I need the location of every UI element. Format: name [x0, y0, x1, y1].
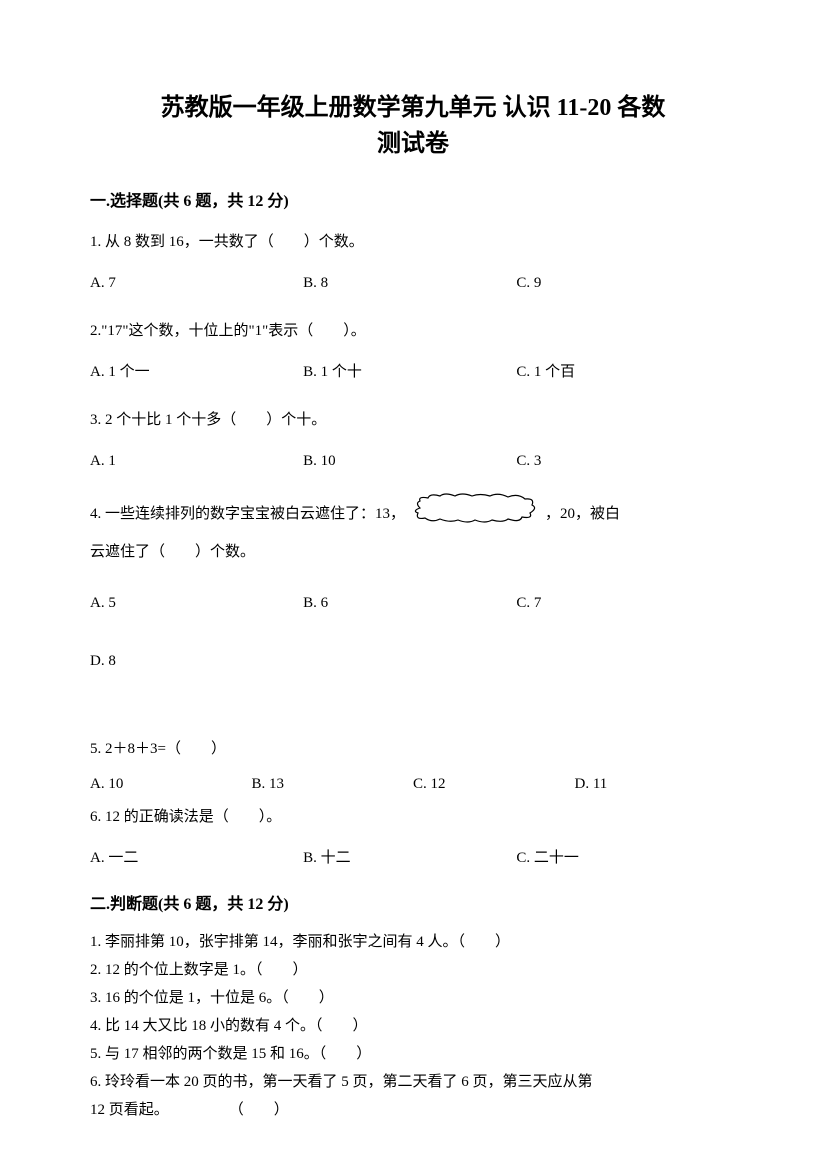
q4-text-before: 4. 一些连续排列的数字宝宝被白云遮住了：13，	[90, 498, 405, 531]
q4-option-b: B. 6	[303, 587, 516, 620]
judge-q3: 3. 16 的个位是 1，十位是 6。（ ）	[90, 985, 736, 1012]
question-6-options: A. 一二 B. 十二 C. 二十一	[90, 842, 736, 875]
q2-option-c: C. 1 个百	[516, 356, 729, 389]
q4-option-c: C. 7	[516, 587, 729, 620]
judge-q4: 4. 比 14 大又比 18 小的数有 4 个。（ ）	[90, 1013, 736, 1040]
q1-option-c: C. 9	[516, 267, 729, 300]
question-2: 2."17"这个数，十位上的"1"表示（ ）。	[90, 315, 736, 348]
spacer	[90, 703, 736, 733]
q4-text-after: ，20，被白	[545, 498, 620, 531]
question-5: 5. 2＋8＋3=（ ）	[90, 733, 736, 766]
judge-questions: 1. 李丽排第 10，张宇排第 14，李丽和张宇之间有 4 人。（ ） 2. 1…	[90, 929, 736, 1124]
q3-option-a: A. 1	[90, 445, 303, 478]
question-2-options: A. 1 个一 B. 1 个十 C. 1 个百	[90, 356, 736, 389]
q2-option-a: A. 1 个一	[90, 356, 303, 389]
question-1: 1. 从 8 数到 16，一共数了（ ）个数。	[90, 226, 736, 259]
judge-q6-line1: 6. 玲玲看一本 20 页的书，第一天看了 5 页，第二天看了 6 页，第三天应…	[90, 1069, 736, 1096]
q6-option-a: A. 一二	[90, 842, 303, 875]
question-4-line-2: 云遮住了（ ）个数。	[90, 536, 736, 569]
question-4-options-row1: A. 5 B. 6 C. 7	[90, 587, 736, 620]
question-6: 6. 12 的正确读法是（ ）。	[90, 801, 736, 834]
q3-option-c: C. 3	[516, 445, 729, 478]
page-title: 苏教版一年级上册数学第九单元 认识 11-20 各数 测试卷	[90, 90, 736, 162]
title-line-2: 测试卷	[90, 126, 736, 162]
cloud-icon	[410, 493, 540, 536]
q3-option-b: B. 10	[303, 445, 516, 478]
q4-option-a: A. 5	[90, 587, 303, 620]
q5-option-b: B. 13	[252, 768, 414, 801]
question-3-options: A. 1 B. 10 C. 3	[90, 445, 736, 478]
q6-option-c: C. 二十一	[516, 842, 729, 875]
q5-option-d: D. 11	[575, 768, 737, 801]
question-4-line-1: 4. 一些连续排列的数字宝宝被白云遮住了：13， ，20，被白	[90, 493, 736, 536]
question-3: 3. 2 个十比 1 个十多（ ）个十。	[90, 404, 736, 437]
question-1-options: A. 7 B. 8 C. 9	[90, 267, 736, 300]
section-2-header: 二.判断题(共 6 题，共 12 分)	[90, 890, 736, 914]
question-5-options: A. 10 B. 13 C. 12 D. 11	[90, 768, 736, 801]
judge-q2: 2. 12 的个位上数字是 1。（ ）	[90, 957, 736, 984]
judge-q5: 5. 与 17 相邻的两个数是 15 和 16。（ ）	[90, 1041, 736, 1068]
q4-option-d: D. 8	[90, 645, 736, 678]
title-line-1: 苏教版一年级上册数学第九单元 认识 11-20 各数	[90, 90, 736, 126]
q5-option-c: C. 12	[413, 768, 575, 801]
q6-option-b: B. 十二	[303, 842, 516, 875]
q2-option-b: B. 1 个十	[303, 356, 516, 389]
q1-option-a: A. 7	[90, 267, 303, 300]
q1-option-b: B. 8	[303, 267, 516, 300]
q5-option-a: A. 10	[90, 768, 252, 801]
section-1-header: 一.选择题(共 6 题，共 12 分)	[90, 187, 736, 211]
judge-q1: 1. 李丽排第 10，张宇排第 14，李丽和张宇之间有 4 人。（ ）	[90, 929, 736, 956]
judge-q6-line2: 12 页看起。 （ ）	[90, 1097, 736, 1124]
